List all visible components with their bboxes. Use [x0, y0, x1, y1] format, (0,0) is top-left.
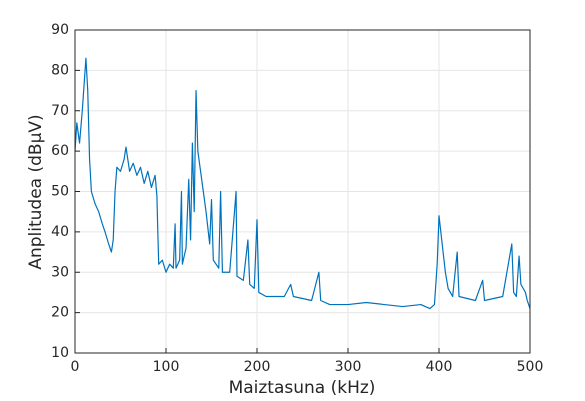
- y-tick-label: 40: [51, 224, 69, 240]
- x-tick-label: 200: [244, 359, 271, 375]
- y-tick-label: 60: [51, 143, 69, 159]
- plot-frame: [74, 29, 531, 354]
- y-axis-label: Anplitudea (dBμV): [26, 114, 46, 269]
- y-tick-label: 50: [51, 184, 69, 200]
- y-tick-label: 30: [51, 264, 69, 280]
- spectrum-line: [74, 57, 531, 310]
- y-tick-label: 80: [51, 62, 69, 78]
- y-tick-label: 20: [51, 305, 69, 321]
- y-tick-label: 10: [51, 345, 69, 361]
- x-axis-label: Maiztasuna (kHz): [229, 378, 376, 398]
- x-tick-label: 100: [153, 359, 180, 375]
- y-tick-label: 90: [51, 22, 69, 38]
- y-tick-label: 70: [51, 103, 69, 119]
- x-tick-label: 500: [517, 359, 544, 375]
- x-tick-label: 300: [335, 359, 362, 375]
- x-tick-label: 400: [426, 359, 453, 375]
- x-tick-label: 0: [71, 359, 80, 375]
